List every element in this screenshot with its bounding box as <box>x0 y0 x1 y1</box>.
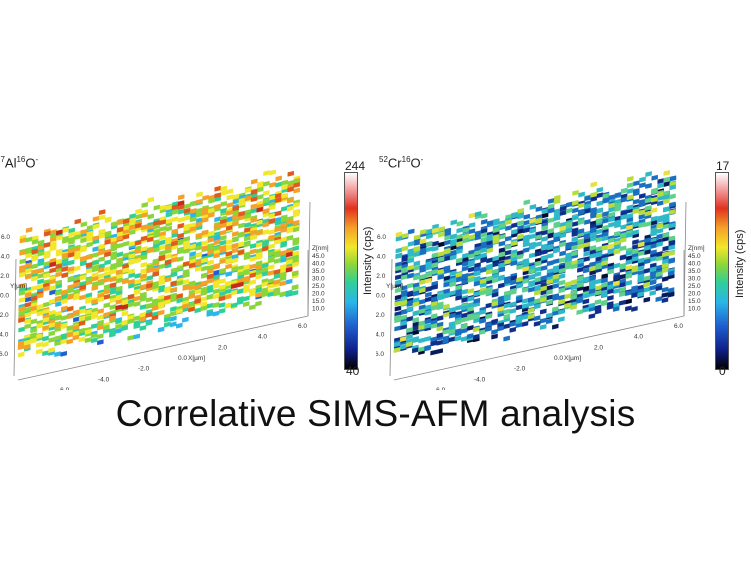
y-tick-label: 4.0 <box>377 254 386 261</box>
x-tick-label: -4.0 <box>98 376 110 383</box>
z-tick-label: 30.0 <box>312 276 325 283</box>
y-axis-title: Y[µm] <box>386 283 403 290</box>
z-tick-label: 30.0 <box>688 276 701 283</box>
ion-label: 27Al16O- <box>0 155 38 170</box>
y-tick-label: -2.0 <box>376 312 385 319</box>
x-axis-title: X[µm] <box>188 355 205 362</box>
z-tick-label: 15.0 <box>688 298 701 305</box>
al-o-surface-plot: -6.0 -4.0 -2.0 0.0 2.0 4.0 6.0 X[µm] 6.0 4.0 2.0 0.… <box>0 169 329 390</box>
ion-isotope-1: 52 <box>379 155 388 164</box>
x-tick-label: -4.0 <box>474 376 486 383</box>
colorbar <box>715 172 729 370</box>
z-tick-label: 15.0 <box>312 298 325 305</box>
cr-o-panel: -6.0 -4.0 -2.0 0.0 2.0 4.0 6.0 X[µm] 6.0 4.0 2.0 0.… <box>376 150 751 390</box>
ion-label: 52Cr16O- <box>379 155 423 170</box>
z-tick-label: 25.0 <box>688 283 701 290</box>
x-tick-label: 2.0 <box>218 344 227 351</box>
y-axis-line <box>13 258 17 377</box>
colorbar-min: 0 <box>719 364 726 378</box>
surface-mesh <box>393 170 677 356</box>
y-tick-label: -4.0 <box>0 332 9 339</box>
y-tick-label: 6.0 <box>1 234 10 241</box>
surface-mesh <box>17 169 301 358</box>
z-tick-label: 45.0 <box>688 253 701 260</box>
x-tick-label: -2.0 <box>514 366 526 373</box>
y-tick-label: 2.0 <box>0 273 9 280</box>
z-tick-label: 35.0 <box>688 268 701 275</box>
x-tick-label: 0.0 <box>178 355 187 362</box>
ion-element-2: O <box>410 155 421 171</box>
z-axis-title: Z[nm] <box>688 245 705 252</box>
colorbar-max: 17 <box>716 159 730 173</box>
ion-isotope-2: 16 <box>401 155 411 164</box>
x-tick-label: -2.0 <box>138 366 150 373</box>
y-tick-label: 2.0 <box>376 273 385 280</box>
y-tick-label: 0.0 <box>0 293 9 300</box>
colorbar-title: Intensity (cps) <box>362 226 374 295</box>
z-tick-label: 10.0 <box>312 306 325 313</box>
ion-charge: - <box>420 155 424 164</box>
z-tick-label: 25.0 <box>312 283 325 290</box>
z-tick-label: 45.0 <box>312 253 325 260</box>
y-tick-label: 4.0 <box>1 254 10 261</box>
caption: Correlative SIMS-AFM analysis <box>115 393 636 434</box>
y-tick-label: -4.0 <box>376 332 385 339</box>
ion-isotope-2: 16 <box>16 155 26 164</box>
y-tick-label: -2.0 <box>0 312 9 319</box>
z-tick-label: 35.0 <box>312 268 325 275</box>
y-tick-label: 0.0 <box>376 293 385 300</box>
x-axis-line <box>393 315 685 381</box>
al-o-panel: -6.0 -4.0 -2.0 0.0 2.0 4.0 6.0 X[µm] 6.0 4.0 2.0 0.… <box>0 150 375 390</box>
ion-element-2: O <box>25 155 36 171</box>
z-tick-label: 40.0 <box>688 261 701 268</box>
colorbar <box>344 172 358 370</box>
y-axis-title: Y[µm] <box>10 283 27 290</box>
x-tick-label: -6.0 <box>58 387 70 390</box>
x-tick-label: 0.0 <box>554 355 563 362</box>
cr-o-surface-plot: -6.0 -4.0 -2.0 0.0 2.0 4.0 6.0 X[µm] 6.0 4.0 2.0 0.… <box>376 170 705 390</box>
x-tick-label: 6.0 <box>674 323 683 330</box>
x-axis-line <box>17 315 309 381</box>
ion-element-1: Al <box>4 155 17 171</box>
colorbar-title: Intensity (cps) <box>734 229 746 298</box>
z-tick-label: 10.0 <box>688 306 701 313</box>
ion-element-1: Cr <box>387 155 402 171</box>
x-tick-label: 2.0 <box>594 344 603 351</box>
z-axis-title: Z[nm] <box>312 245 329 252</box>
y-tick-label: -6.0 <box>0 351 8 358</box>
y-axis-line <box>389 258 393 377</box>
z-tick-label: 40.0 <box>312 261 325 268</box>
z-tick-label: 20.0 <box>312 291 325 298</box>
x-axis-title: X[µm] <box>564 355 581 362</box>
z-tick-label: 20.0 <box>688 291 701 298</box>
colorbar-min: 40 <box>346 364 360 378</box>
y-tick-label: -6.0 <box>376 351 384 358</box>
colorbar-max: 244 <box>345 159 366 173</box>
x-tick-label: 4.0 <box>634 334 643 341</box>
x-tick-label: 4.0 <box>258 334 267 341</box>
ion-charge: - <box>35 155 39 164</box>
ion-isotope-1: 27 <box>0 155 5 164</box>
y-tick-label: 6.0 <box>377 234 386 241</box>
x-tick-label: -6.0 <box>434 387 446 390</box>
x-tick-label: 6.0 <box>298 323 307 330</box>
